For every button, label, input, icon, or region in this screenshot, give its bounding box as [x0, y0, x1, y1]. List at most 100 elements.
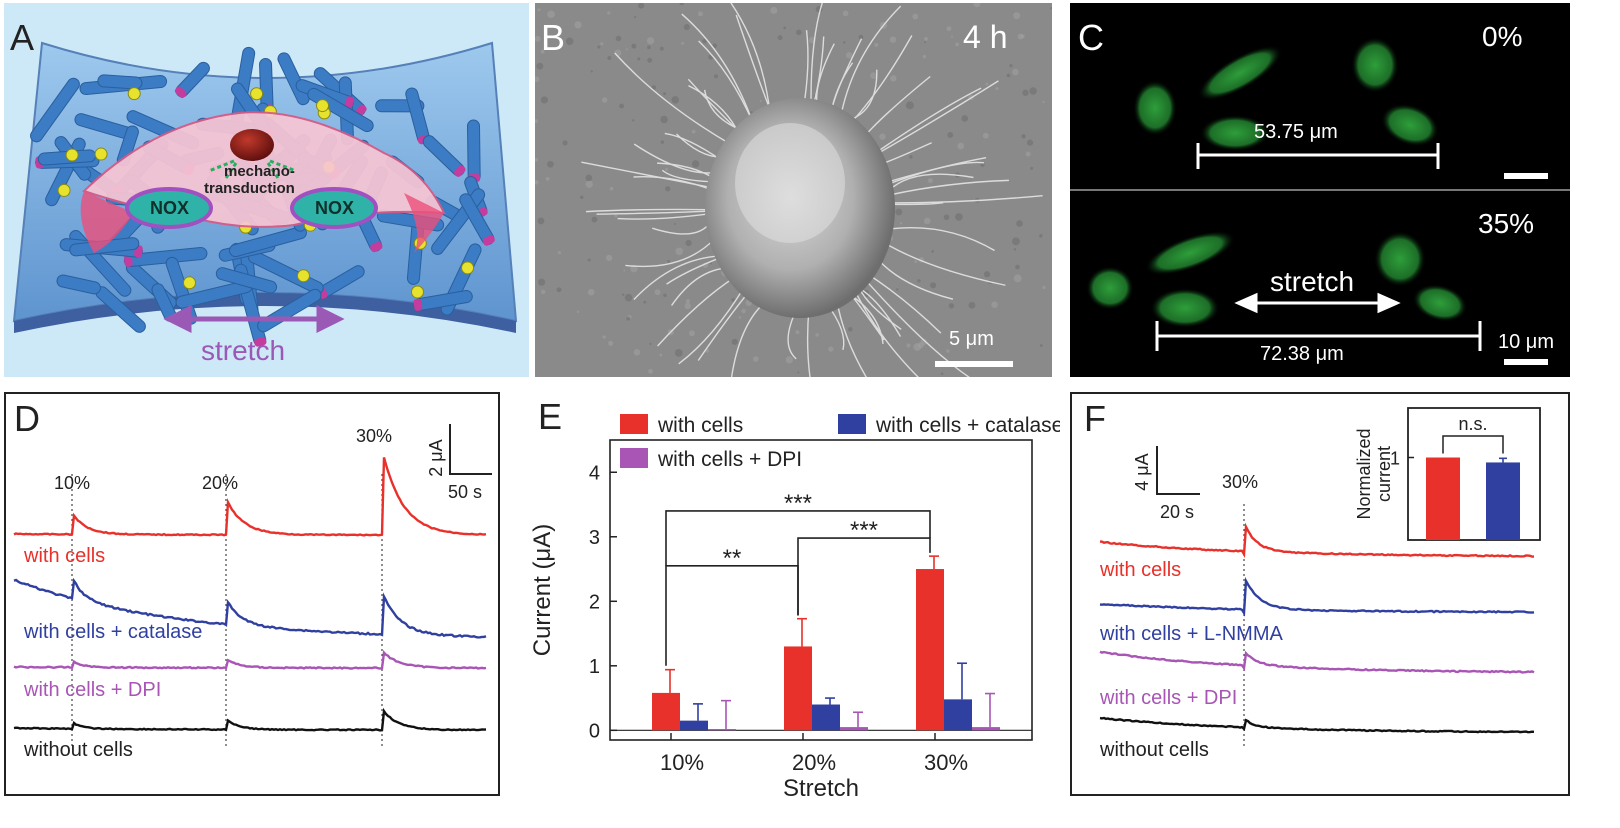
- x-tick-label: 30%: [924, 750, 968, 775]
- y-tick-label: 3: [589, 527, 600, 549]
- series-label-d: with cells: [23, 545, 105, 567]
- rod: [307, 87, 374, 133]
- inset-bracket: [1442, 435, 1504, 454]
- trace-3: [13, 707, 487, 732]
- yellow-particle: [410, 285, 424, 299]
- nox-right-shape: [290, 187, 378, 229]
- scale-x-label-d: 50 s: [448, 482, 482, 502]
- inset-ylabel-line1: Normalized: [1354, 428, 1374, 519]
- mechanotransduction-label-line1: mechano-: [224, 163, 295, 180]
- legend-swatch: [620, 414, 648, 434]
- nucleus: [230, 129, 274, 161]
- inset-significance: n.s.: [1458, 414, 1487, 434]
- stretch-arrow-c: [1234, 292, 1401, 314]
- x-tick-label: 10%: [660, 750, 704, 775]
- pct-top: 0%: [1482, 21, 1523, 52]
- stretch-label-f: 30%: [1222, 472, 1258, 492]
- stretch-label-c: stretch: [1270, 266, 1355, 297]
- panel-e: 0 1 2 3 4 Current (μA) Stretch 10% 20% 30% ** *** **…: [520, 392, 1060, 802]
- scale-x-label-f: 20 s: [1160, 502, 1194, 522]
- trace-1: [13, 577, 487, 639]
- y-axis-label-e: Current (μA): [529, 524, 556, 657]
- panel-c: 0% 53.75 μm 35% stretch 72.38 μm 10 μm C: [1070, 3, 1570, 377]
- scale-bar-b: [935, 361, 1013, 367]
- scalebar-label-b: 5 μm: [949, 328, 994, 350]
- panel-label-d: D: [14, 398, 40, 439]
- gel-slab-edge: [14, 293, 516, 333]
- yellow-particle: [182, 276, 196, 290]
- rod: [228, 226, 307, 258]
- yellow-particle: [461, 261, 475, 275]
- stretch-arrow: [163, 304, 345, 334]
- chart-f: 30% 4 μA 20 s with cells with cells + L-NMMA…: [1099, 407, 1541, 761]
- y-tick-label: 2: [589, 591, 600, 613]
- scale-y-label-f: 4 μA: [1132, 453, 1152, 490]
- scaffold-schematic: [12, 41, 518, 347]
- trace-0: [13, 457, 487, 537]
- rod: [413, 290, 473, 311]
- inset-ylabel-line2: current: [1374, 446, 1394, 502]
- sem-image: [535, 3, 1052, 377]
- significance-label: ***: [784, 490, 812, 517]
- panel-a: mechano- transduction NOX NOX stretch A: [4, 3, 529, 377]
- distance-bar-bottom: [1155, 321, 1482, 351]
- legend-swatch: [620, 448, 648, 468]
- yellow-particle: [57, 183, 71, 197]
- nox-right-label: NOX: [315, 198, 355, 218]
- transduction-arrows: [208, 159, 297, 179]
- mechanotransduction-label-line2: transduction: [204, 180, 295, 197]
- rod: [56, 274, 101, 295]
- panel-label-b: B: [541, 17, 566, 58]
- cells-bottom: [1086, 230, 1468, 328]
- yellow-particle: [250, 87, 264, 101]
- bar: [916, 569, 944, 731]
- yellow-particle: [316, 99, 330, 113]
- cell-protrusion-left: [80, 191, 134, 253]
- bar: [840, 727, 868, 731]
- scale-bar-d: [449, 424, 492, 475]
- distance-bar-top: [1196, 143, 1440, 169]
- cells-top: [1133, 37, 1440, 151]
- yellow-particle: [296, 269, 310, 283]
- scale-bar-top: [1504, 173, 1548, 179]
- scale-bar-f: [1156, 446, 1200, 495]
- rod: [30, 77, 80, 143]
- trace-f-1: [1099, 576, 1535, 617]
- x-tick-label: 20%: [792, 750, 836, 775]
- y-tick-label: 0: [589, 720, 600, 742]
- rod: [97, 74, 143, 90]
- scalebar-label-c: 10 μm: [1498, 331, 1554, 353]
- yellow-particle: [94, 147, 108, 161]
- sem-cell-highlight: [735, 123, 845, 243]
- bar: [944, 699, 972, 731]
- panel-b: 4 h 5 μm B: [535, 3, 1052, 377]
- bar: [972, 727, 1000, 731]
- scale-bar-bottom: [1504, 359, 1548, 365]
- yellow-particle: [127, 87, 141, 101]
- bar: [812, 704, 840, 731]
- plot-frame-e: [609, 439, 1033, 741]
- trace-f-0: [1099, 522, 1534, 559]
- rod: [466, 119, 481, 183]
- rod: [174, 61, 210, 99]
- rod: [215, 267, 278, 294]
- series-label-f: without cells: [1099, 739, 1209, 761]
- nox-left-shape: [125, 187, 213, 229]
- trace-2: [13, 650, 487, 670]
- significance-bracket: [665, 510, 931, 566]
- panel-d: 10% 20% 30% 2 μA 50 s with cells with cells + …: [4, 392, 500, 796]
- stretch-label-d: 20%: [202, 473, 238, 493]
- legend-label: with cells + catalase: [875, 414, 1060, 437]
- rod: [422, 135, 466, 177]
- distance-bottom: 72.38 μm: [1260, 343, 1344, 365]
- rod: [459, 193, 495, 246]
- series-label-f: with cells + L-NMMA: [1099, 623, 1283, 645]
- panel-label-f: F: [1084, 398, 1106, 439]
- significance-label: ***: [850, 517, 878, 544]
- bar: [784, 646, 812, 731]
- panel-label-a: A: [10, 17, 35, 58]
- series-label-d: without cells: [23, 739, 133, 761]
- inset-y-tick-label: 1: [1390, 449, 1400, 469]
- distance-top: 53.75 μm: [1254, 121, 1338, 143]
